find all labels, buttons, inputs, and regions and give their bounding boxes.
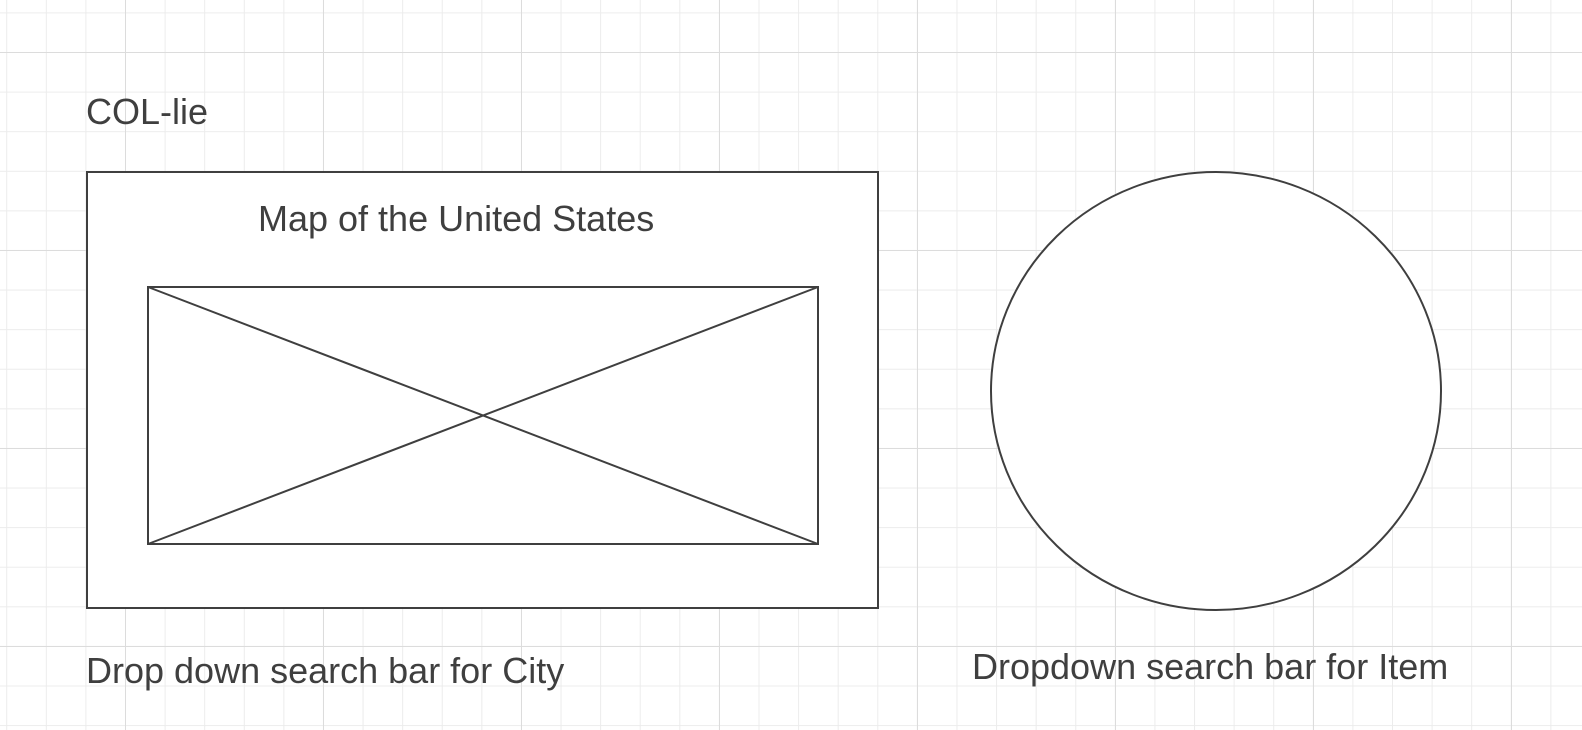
app-title: COL-lie	[86, 91, 209, 132]
image-placeholder-icon	[147, 286, 819, 545]
item-circle	[990, 171, 1442, 611]
city-search-label[interactable]: Drop down search bar for City	[86, 650, 565, 691]
map-title: Map of the United States	[258, 198, 655, 239]
item-search-label[interactable]: Dropdown search bar for Item	[972, 646, 1449, 687]
